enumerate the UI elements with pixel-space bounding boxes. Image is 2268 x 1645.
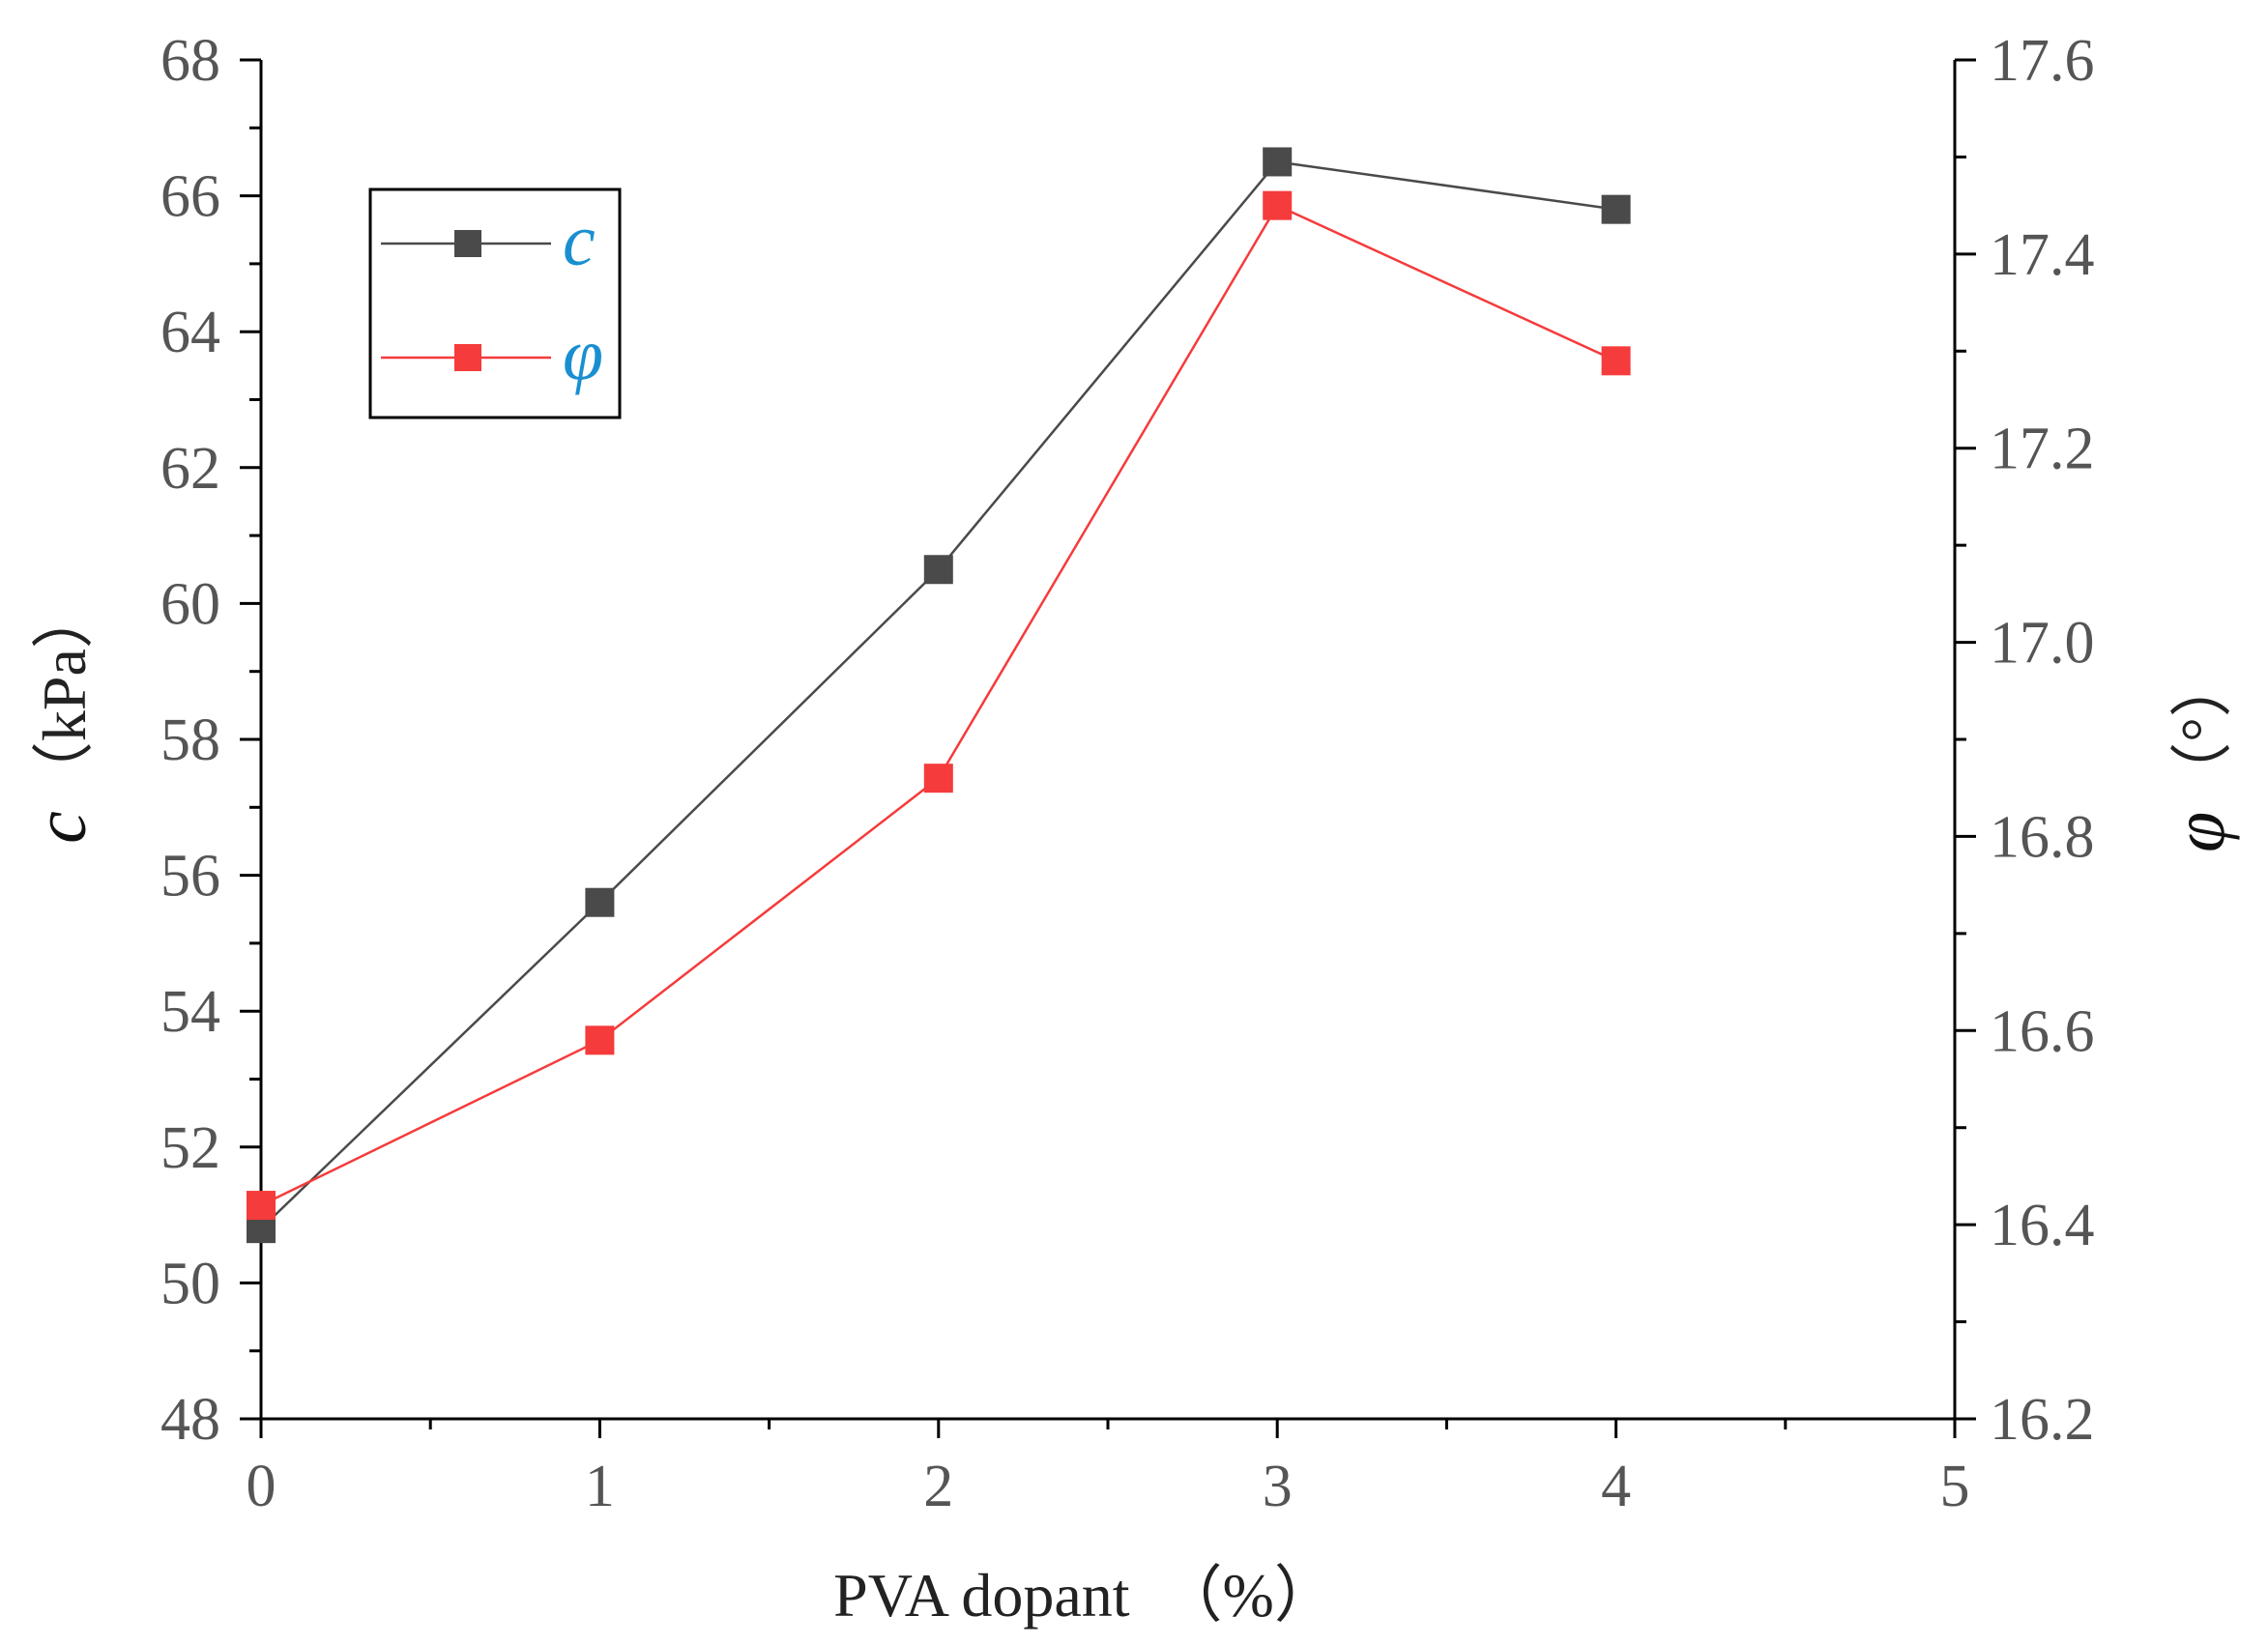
data-point-phi <box>1263 190 1293 220</box>
legend-marker-phi <box>454 344 481 371</box>
legend: c φ <box>368 188 622 419</box>
legend-box <box>368 188 622 419</box>
left-y-tick-label: 58 <box>160 707 220 773</box>
data-point-phi <box>923 764 953 794</box>
right-y-tick-label: 16.4 <box>1990 1193 2095 1258</box>
left-y-axis-title: c （kPa） <box>20 587 102 844</box>
left-y-tick-label: 60 <box>160 571 220 637</box>
left-y-axis-unit: （kPa） <box>30 587 99 803</box>
right-y-tick-label: 16.8 <box>1990 804 2095 870</box>
legend-marker-c <box>454 230 481 257</box>
left-y-tick-label: 52 <box>160 1115 220 1181</box>
left-y-axis-ticks: 48 50 52 54 56 58 60 62 64 66 68 <box>160 28 261 1453</box>
data-point-c <box>1601 194 1631 224</box>
left-y-tick-label: 62 <box>160 436 220 502</box>
svg-text:c（kPa）: c （kPa） <box>20 587 102 844</box>
left-y-tick-label: 56 <box>160 844 220 909</box>
data-point-c <box>923 555 953 585</box>
series-markers <box>247 147 1631 1244</box>
left-y-tick-label: 48 <box>160 1387 220 1453</box>
x-tick-label: 5 <box>1940 1454 1970 1519</box>
x-tick-label: 2 <box>923 1454 953 1519</box>
data-point-phi <box>1601 346 1631 376</box>
left-y-tick-label: 50 <box>160 1251 220 1316</box>
left-y-tick-label: 66 <box>160 164 220 230</box>
right-y-axis-symbol: φ <box>2159 812 2240 852</box>
left-y-tick-label: 64 <box>160 300 220 365</box>
data-point-c <box>585 887 615 917</box>
data-point-c <box>1263 147 1293 177</box>
x-tick-label: 4 <box>1601 1454 1631 1519</box>
data-point-phi <box>585 1025 615 1055</box>
right-y-axis-ticks: 16.2 16.4 16.6 16.8 17.0 17.2 17.4 17.6 <box>1955 28 2095 1453</box>
right-y-tick-label: 17.4 <box>1990 222 2095 288</box>
right-y-tick-label: 17.6 <box>1990 28 2095 94</box>
legend-label-phi: φ <box>563 314 603 395</box>
right-y-tick-label: 16.6 <box>1990 998 2095 1064</box>
x-tick-label: 3 <box>1263 1454 1293 1519</box>
right-y-tick-label: 17.0 <box>1990 611 2095 677</box>
left-y-tick-label: 54 <box>160 979 220 1045</box>
x-tick-label: 0 <box>247 1454 276 1519</box>
right-y-tick-label: 16.2 <box>1990 1387 2095 1453</box>
x-tick-label: 1 <box>585 1454 615 1519</box>
right-y-tick-label: 17.2 <box>1990 417 2095 482</box>
svg-text:φ（°）: φ （°） <box>2159 655 2240 852</box>
right-y-axis-title: φ （°） <box>2159 655 2240 852</box>
x-axis-title: PVA dopant （%） <box>833 1561 1336 1630</box>
x-axis-ticks: 0 1 2 3 4 5 <box>247 1419 1970 1519</box>
data-point-phi <box>247 1191 276 1221</box>
left-y-axis-symbol: c <box>20 811 102 844</box>
legend-label-c: c <box>563 200 596 281</box>
left-y-tick-label: 68 <box>160 28 220 94</box>
right-y-axis-unit: （°） <box>2168 655 2237 804</box>
